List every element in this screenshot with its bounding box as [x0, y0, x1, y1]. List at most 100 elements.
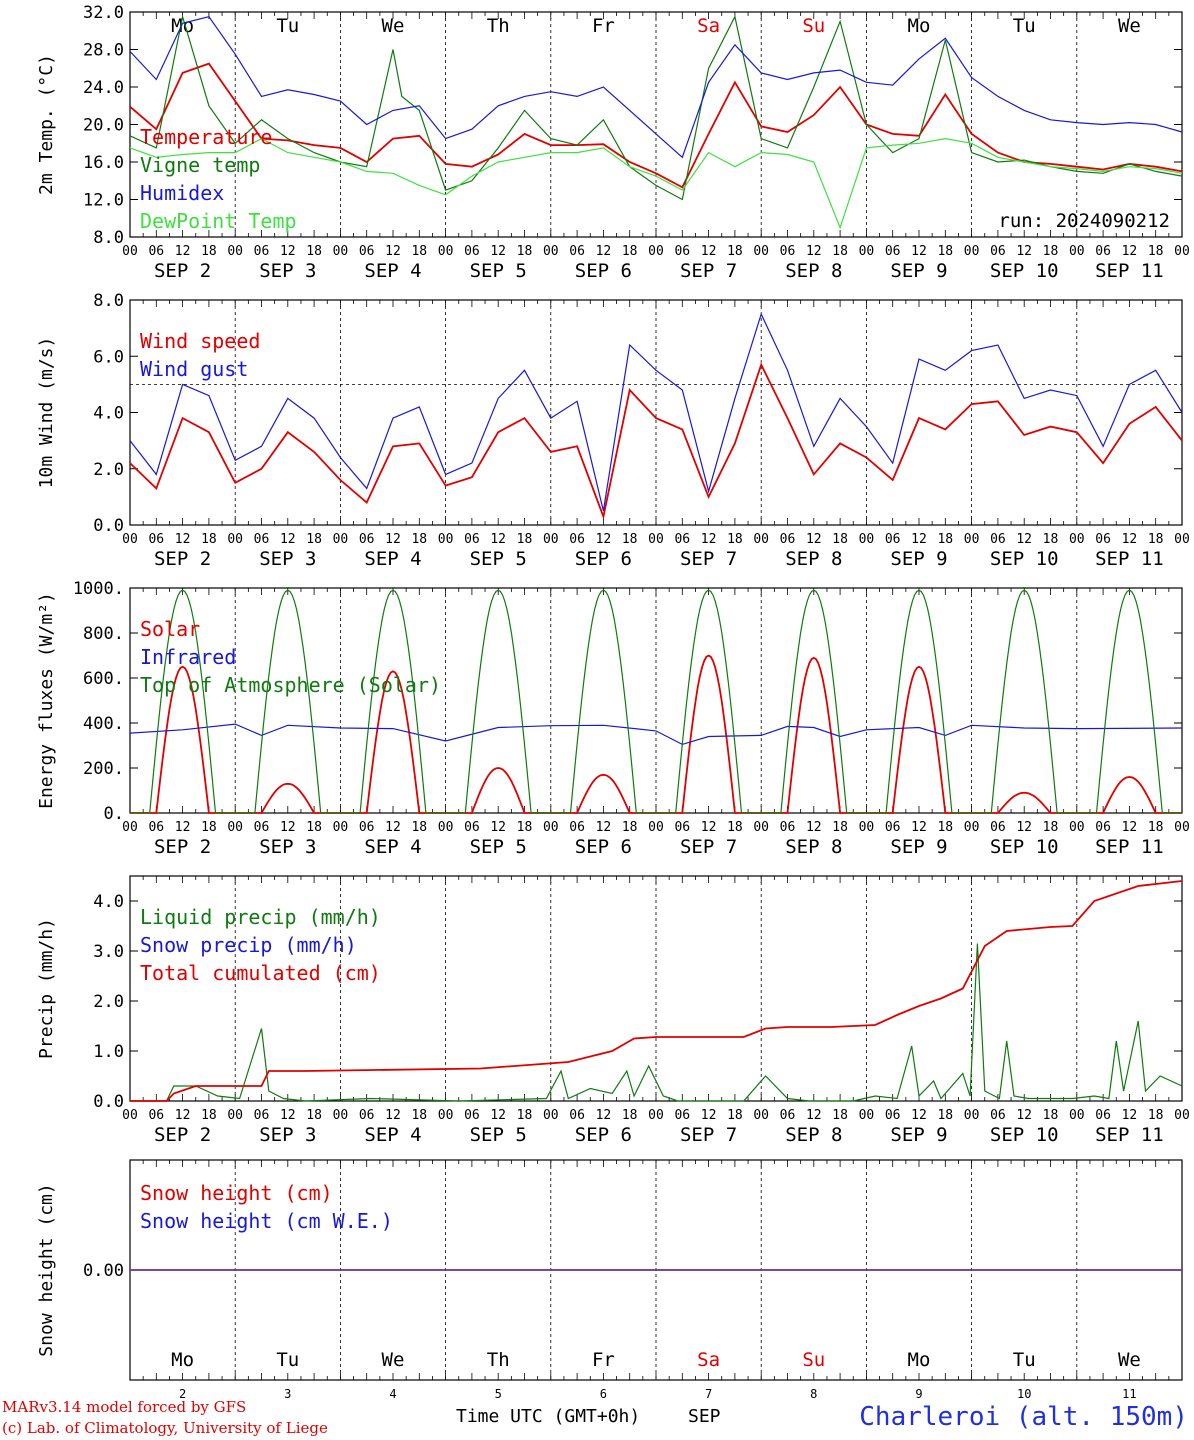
precip-ytick-label: 3.0 [93, 942, 124, 962]
precip-ytick-label: 1.0 [93, 1042, 124, 1062]
temp-legend-entry: DewPoint Temp [140, 209, 297, 233]
wind-hour-label: 06 [254, 532, 270, 547]
wind-hour-label: 18 [1148, 532, 1164, 547]
temp-ytick-label: 32.0 [83, 3, 124, 23]
precip-hour-label: 18 [201, 1108, 217, 1123]
precip-hour-label: 06 [885, 1108, 901, 1123]
temp-hour-label: 06 [885, 244, 901, 259]
temp-day-name: Mo [908, 15, 931, 37]
energy-hour-label: 12 [175, 820, 191, 835]
temp-hour-label: 18 [832, 244, 848, 259]
temp-hour-label: 18 [306, 244, 322, 259]
energy-hour-label: 00 [333, 820, 349, 835]
wind-ytick-label: 6.0 [93, 347, 124, 367]
temp-day-name: Mo [171, 15, 194, 37]
wind-legend-entry: Wind speed [140, 329, 260, 353]
precip-legend-entry: Snow precip (mm/h) [140, 933, 357, 957]
temp-date-label: SEP 9 [890, 260, 947, 282]
temp-day-name: We [382, 15, 405, 37]
temp-day-name: Tu [276, 15, 299, 37]
precip-hour-label: 00 [1069, 1108, 1085, 1123]
run-label: run: 2024090212 [998, 210, 1170, 232]
energy-date-label: SEP 3 [259, 836, 316, 858]
temp-hour-label: 00 [438, 244, 454, 259]
precip-legend-entry: Liquid precip (mm/h) [140, 905, 381, 929]
precip-hour-label: 18 [306, 1108, 322, 1123]
temp-day-name: We [1118, 15, 1141, 37]
precip-hour-label: 12 [701, 1108, 717, 1123]
energy-series-top-of-atmosphere-solar- [130, 589, 1182, 814]
wind-date-label: SEP 11 [1095, 548, 1164, 570]
precip-hour-label: 12 [911, 1108, 927, 1123]
wind-hour-label: 06 [148, 532, 164, 547]
snow-day-name: Tu [1013, 1349, 1036, 1371]
energy-hour-label: 12 [911, 820, 927, 835]
energy-date-label: SEP 7 [680, 836, 737, 858]
snow-day-number: 7 [705, 1387, 712, 1401]
precip-hour-label: 00 [438, 1108, 454, 1123]
precip-hour-label: 12 [490, 1108, 506, 1123]
wind-ytick-label: 8.0 [93, 291, 124, 311]
wind-hour-label: 12 [175, 532, 191, 547]
precip-hour-label: 00 [964, 1108, 980, 1123]
temp-legend-entry: Vigne temp [140, 153, 260, 177]
precip-hour-label: 06 [254, 1108, 270, 1123]
temp-ytick-label: 20.0 [83, 116, 124, 136]
precip-date-label: SEP 5 [470, 1124, 527, 1146]
energy-hour-label: 12 [385, 820, 401, 835]
snow-day-number: 11 [1122, 1387, 1136, 1401]
temp-hour-label: 06 [674, 244, 690, 259]
snow-legend-entry: Snow height (cm W.E.) [140, 1209, 393, 1233]
temp-date-label: SEP 4 [364, 260, 421, 282]
temp-day-name: Tu [1013, 15, 1036, 37]
wind-hour-label: 06 [359, 532, 375, 547]
energy-date-label: SEP 11 [1095, 836, 1164, 858]
temp-hour-label: 00 [1069, 244, 1085, 259]
wind-hour-label: 12 [280, 532, 296, 547]
wind-hour-label: 00 [543, 532, 559, 547]
wind-hour-label: 18 [727, 532, 743, 547]
wind-hour-label: 00 [122, 532, 138, 547]
temp-hour-label: 12 [806, 244, 822, 259]
energy-hour-label: 00 [753, 820, 769, 835]
wind-panel: 10m Wind (m/s) 0.0 2.0 4.0 6.0 8.0 00 06 12 18 00 0… [36, 291, 1190, 570]
energy-hour-label: 00 [122, 820, 138, 835]
wind-hour-label: 00 [227, 532, 243, 547]
energy-hour-label: 00 [438, 820, 454, 835]
temp-day-name: Th [487, 15, 510, 37]
energy-ytick-label: 600. [83, 669, 124, 689]
wind-hour-label: 00 [753, 532, 769, 547]
energy-hour-label: 18 [1148, 820, 1164, 835]
energy-legend-entry: Top of Atmosphere (Solar) [140, 673, 441, 697]
temp-panel: 2m Temp. (°C) 8.0 12.0 16.0 20.0 24.0 28.0 32.0… [36, 3, 1190, 282]
wind-hour-label: 12 [1016, 532, 1032, 547]
energy-date-label: SEP 10 [990, 836, 1059, 858]
snow-day-name: Th [487, 1349, 510, 1371]
precip-date-label: SEP 6 [575, 1124, 632, 1146]
wind-hour-label: 06 [780, 532, 796, 547]
energy-hour-label: 18 [411, 820, 427, 835]
temp-hour-label: 00 [859, 244, 875, 259]
precip-hour-label: 18 [727, 1108, 743, 1123]
wind-date-label: SEP 6 [575, 548, 632, 570]
snow-day-number: 2 [179, 1387, 186, 1401]
wind-hour-label: 18 [306, 532, 322, 547]
temp-hour-label: 06 [148, 244, 164, 259]
temp-series-temperature [129, 62, 1183, 189]
precip-hour-label: 00 [543, 1108, 559, 1123]
precip-hour-label: 06 [780, 1108, 796, 1123]
lab-credit: (c) Lab. of Climatology, University of L… [2, 1419, 328, 1437]
snow-day-name: Fr [592, 1349, 615, 1371]
precip-date-label: SEP 2 [154, 1124, 211, 1146]
temp-hour-label: 12 [911, 244, 927, 259]
precip-hour-label: 18 [517, 1108, 533, 1123]
temp-series-humidex [129, 16, 1183, 159]
wind-frame [129, 299, 1183, 526]
energy-date-label: SEP 9 [890, 836, 947, 858]
precip-series-total-cumulated-cm- [130, 880, 1183, 1102]
energy-hour-label: 12 [280, 820, 296, 835]
wind-hour-label: 00 [964, 532, 980, 547]
temp-ytick-label: 8.0 [93, 228, 124, 248]
precip-hour-label: 00 [122, 1108, 138, 1123]
